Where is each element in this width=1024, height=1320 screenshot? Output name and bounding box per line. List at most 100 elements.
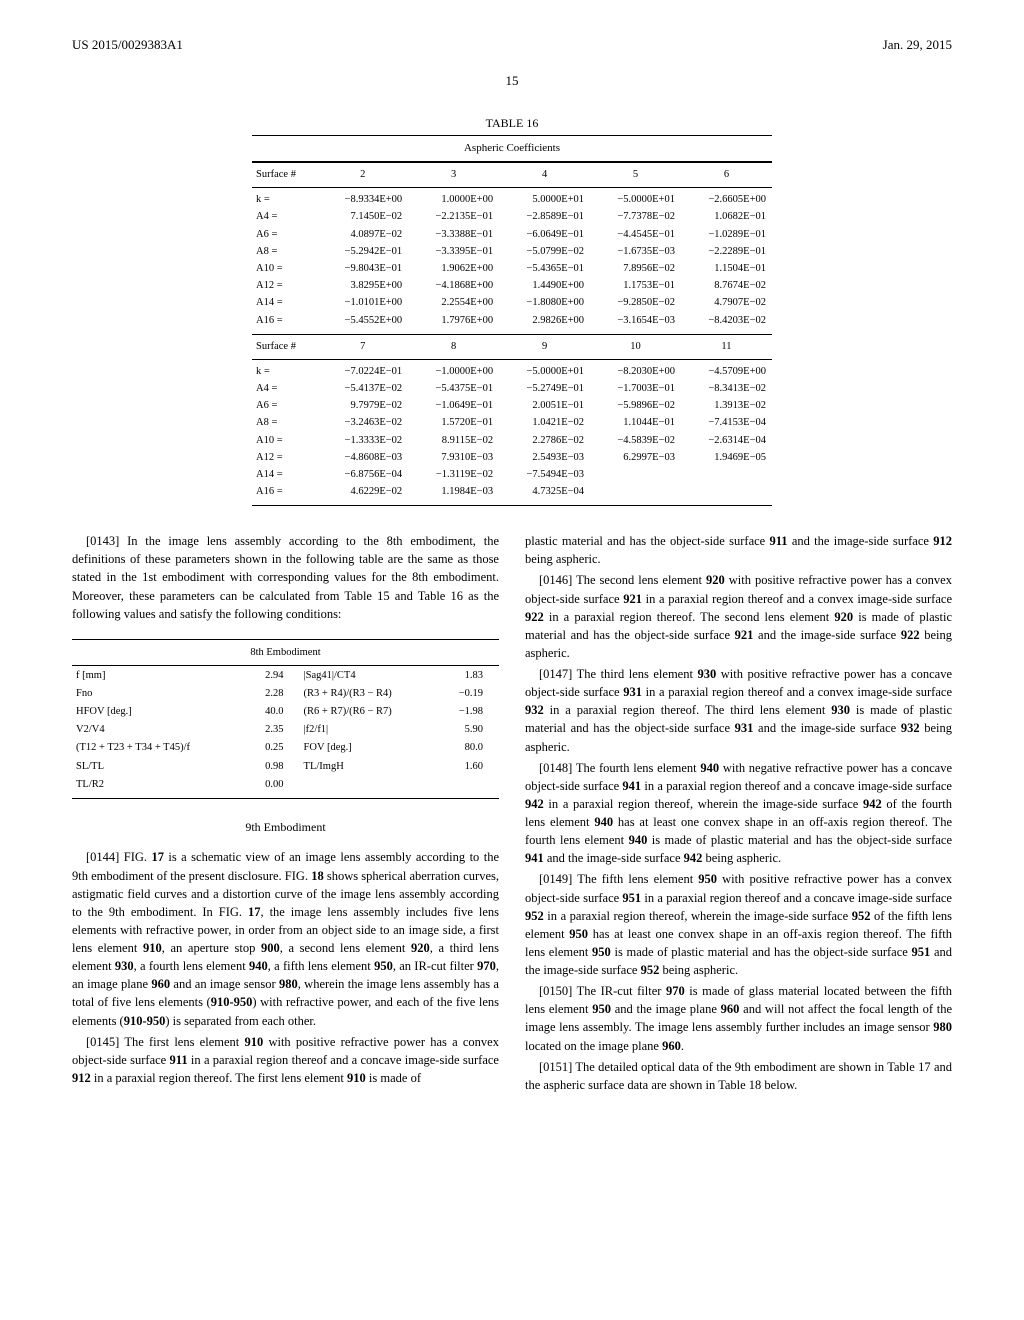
emb-value: 2.94 [245, 666, 299, 685]
table-cell: 9.7979E−02 [317, 398, 408, 415]
table-cell: 7.8956E−02 [590, 260, 681, 277]
table-row-label: A10 = [252, 260, 317, 277]
table-row-label: A4 = [252, 209, 317, 226]
table-col-header: 7 [317, 334, 408, 359]
table-cell: 2.2786E−02 [499, 432, 590, 449]
table-cell: 1.5720E−01 [408, 415, 499, 432]
emb-label: (R6 + R7)/(R6 − R7) [300, 703, 437, 721]
table-cell: −2.8589E−01 [499, 209, 590, 226]
emb-label: TL/R2 [72, 775, 245, 798]
emb-value [436, 775, 499, 798]
table-cell: −4.4545E−01 [590, 226, 681, 243]
para-0145: [0145] The first lens element 910 with p… [72, 1033, 499, 1087]
table-cell: 2.9826E+00 [499, 312, 590, 334]
table-cell: 4.7907E−02 [681, 295, 772, 312]
emb-label: |Sag41|/CT4 [300, 666, 437, 685]
table-col-header: 11 [681, 334, 772, 359]
emb-label: HFOV [deg.] [72, 703, 245, 721]
table-cell: −2.2135E−01 [408, 209, 499, 226]
table-header-label: Surface # [252, 334, 317, 359]
emb-value: 2.35 [245, 721, 299, 739]
table-row-label: A6 = [252, 226, 317, 243]
table-col-header: 9 [499, 334, 590, 359]
two-column-body: [0143] In the image lens assembly accord… [72, 532, 952, 1097]
table-cell: −1.8080E+00 [499, 295, 590, 312]
table-cell: −8.4203E−02 [681, 312, 772, 334]
table-cell: 7.1450E−02 [317, 209, 408, 226]
table-cell: 1.1753E−01 [590, 278, 681, 295]
doc-date: Jan. 29, 2015 [883, 36, 952, 54]
table-row-label: A10 = [252, 432, 317, 449]
emb-label: (T12 + T23 + T34 + T45)/f [72, 739, 245, 757]
table-cell: −4.5709E+00 [681, 359, 772, 380]
table-cell [681, 484, 772, 506]
emb-value: 80.0 [436, 739, 499, 757]
table-cell: −5.4365E−01 [499, 260, 590, 277]
table-col-header: 5 [590, 163, 681, 188]
table-cell: 4.0897E−02 [317, 226, 408, 243]
table-cell: −7.0224E−01 [317, 359, 408, 380]
table-cell: −7.4153E−04 [681, 415, 772, 432]
table16-subcaption: Aspheric Coefficients [252, 135, 772, 162]
table-cell: 1.0000E+00 [408, 188, 499, 209]
table-cell: −5.2749E−01 [499, 381, 590, 398]
para-0149: [0149] The fifth lens element 950 with p… [525, 870, 952, 979]
table-cell: −6.0649E−01 [499, 226, 590, 243]
table-cell: −3.3395E−01 [408, 243, 499, 260]
emb-value: 5.90 [436, 721, 499, 739]
table-cell: −6.8756E−04 [317, 466, 408, 483]
table-cell: −1.6735E−03 [590, 243, 681, 260]
table-cell: 1.3913E−02 [681, 398, 772, 415]
table16: Surface #23456k =−8.9334E+001.0000E+005.… [252, 162, 772, 506]
table-header-label: Surface # [252, 163, 317, 188]
emb-label: |f2/f1| [300, 721, 437, 739]
table-cell: −1.3333E−02 [317, 432, 408, 449]
table-cell: −3.2463E−02 [317, 415, 408, 432]
table-cell: −5.0000E+01 [499, 359, 590, 380]
table-cell: −4.1868E+00 [408, 278, 499, 295]
table-row-label: A4 = [252, 381, 317, 398]
table-row-label: k = [252, 188, 317, 209]
table-cell: −7.5494E−03 [499, 466, 590, 483]
table-col-header: 2 [317, 163, 408, 188]
emb-label: Fno [72, 684, 245, 702]
table-cell: 2.2554E+00 [408, 295, 499, 312]
table-cell: 1.9469E−05 [681, 449, 772, 466]
para-0145-cont: plastic material and has the object-side… [525, 532, 952, 568]
table-row-label: A14 = [252, 466, 317, 483]
emb-label: (R3 + R4)/(R3 − R4) [300, 684, 437, 702]
table-cell: −5.4552E+00 [317, 312, 408, 334]
table-row-label: A12 = [252, 449, 317, 466]
table-cell: −1.7003E−01 [590, 381, 681, 398]
table-cell: −2.2289E−01 [681, 243, 772, 260]
table-cell: −8.2030E+00 [590, 359, 681, 380]
para-0147: [0147] The third lens element 930 with p… [525, 665, 952, 756]
table-cell: −2.6314E−04 [681, 432, 772, 449]
right-column: plastic material and has the object-side… [525, 532, 952, 1097]
emb-value: 0.98 [245, 757, 299, 775]
table-cell: −7.7378E−02 [590, 209, 681, 226]
table-col-header: 10 [590, 334, 681, 359]
table-row-label: A12 = [252, 278, 317, 295]
para-0146: [0146] The second lens element 920 with … [525, 571, 952, 662]
table-cell: −1.0649E−01 [408, 398, 499, 415]
table-cell: −3.1654E−03 [590, 312, 681, 334]
para-0151: [0151] The detailed optical data of the … [525, 1058, 952, 1094]
table-col-header: 3 [408, 163, 499, 188]
emb-value: 1.60 [436, 757, 499, 775]
para-0143: [0143] In the image lens assembly accord… [72, 532, 499, 623]
emb-label [300, 775, 437, 798]
table-cell: 5.0000E+01 [499, 188, 590, 209]
table-cell: 4.6229E−02 [317, 484, 408, 506]
table-row-label: A14 = [252, 295, 317, 312]
table-cell: −5.4375E−01 [408, 381, 499, 398]
table-cell: −2.6605E+00 [681, 188, 772, 209]
table-cell [590, 484, 681, 506]
table-row-label: A8 = [252, 415, 317, 432]
table-col-header: 4 [499, 163, 590, 188]
table-cell: 2.5493E−03 [499, 449, 590, 466]
table-cell: −5.9896E−02 [590, 398, 681, 415]
table-cell: 1.4490E+00 [499, 278, 590, 295]
table-cell: −5.0799E−02 [499, 243, 590, 260]
table-cell: 1.0682E−01 [681, 209, 772, 226]
